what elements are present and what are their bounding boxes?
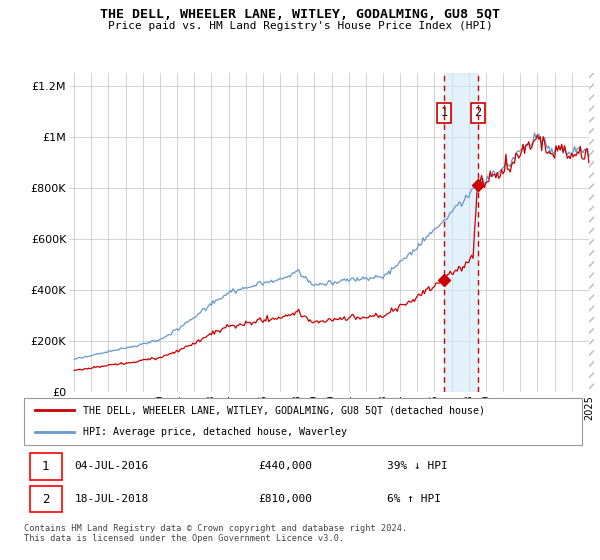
FancyBboxPatch shape	[24, 398, 582, 445]
Text: 1: 1	[42, 460, 50, 473]
Text: 1: 1	[440, 106, 447, 119]
Text: 04-JUL-2016: 04-JUL-2016	[74, 461, 148, 471]
Text: Price paid vs. HM Land Registry's House Price Index (HPI): Price paid vs. HM Land Registry's House …	[107, 21, 493, 31]
Text: 2: 2	[42, 493, 50, 506]
FancyBboxPatch shape	[29, 486, 62, 512]
Text: 6% ↑ HPI: 6% ↑ HPI	[387, 494, 440, 504]
Text: THE DELL, WHEELER LANE, WITLEY, GODALMING, GU8 5QT (detached house): THE DELL, WHEELER LANE, WITLEY, GODALMIN…	[83, 405, 485, 416]
Text: £810,000: £810,000	[259, 494, 313, 504]
Text: 18-JUL-2018: 18-JUL-2018	[74, 494, 148, 504]
Text: 39% ↓ HPI: 39% ↓ HPI	[387, 461, 448, 471]
Text: HPI: Average price, detached house, Waverley: HPI: Average price, detached house, Wave…	[83, 427, 347, 437]
FancyBboxPatch shape	[29, 453, 62, 479]
Text: £440,000: £440,000	[259, 461, 313, 471]
Text: 2: 2	[475, 106, 482, 119]
Text: Contains HM Land Registry data © Crown copyright and database right 2024.
This d: Contains HM Land Registry data © Crown c…	[24, 524, 407, 543]
Bar	[444, 73, 478, 392]
Text: THE DELL, WHEELER LANE, WITLEY, GODALMING, GU8 5QT: THE DELL, WHEELER LANE, WITLEY, GODALMIN…	[100, 8, 500, 21]
